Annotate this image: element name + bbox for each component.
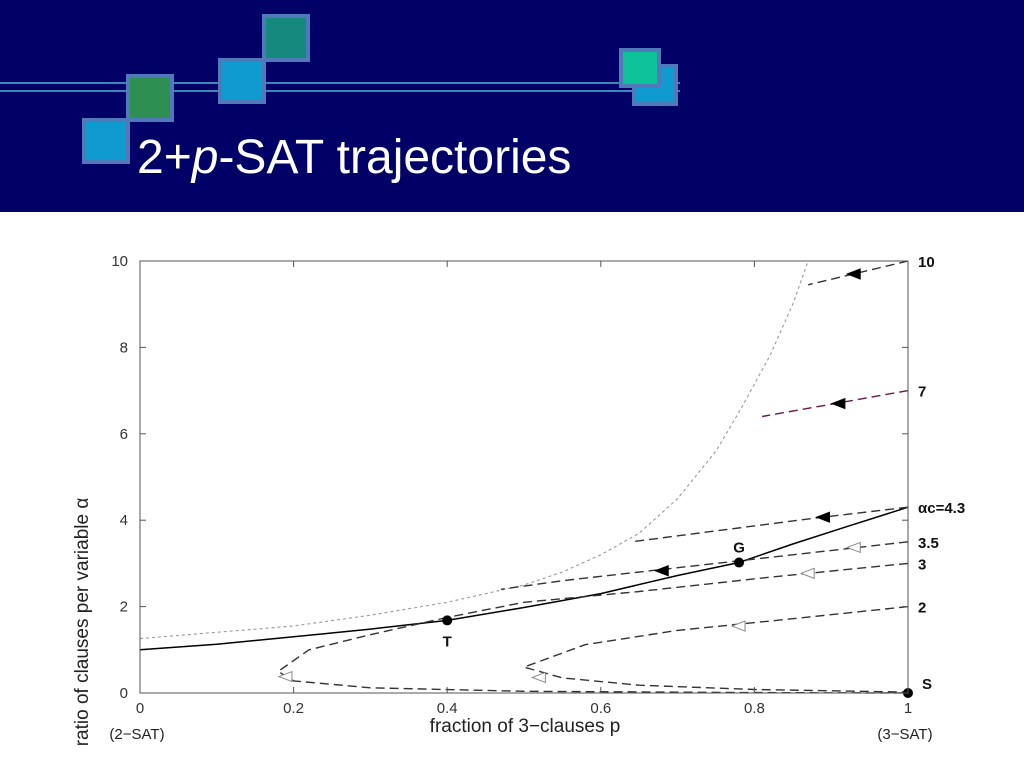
decorative-square: [126, 74, 174, 122]
y-tick-label: 6: [120, 426, 128, 443]
point-label: S: [922, 676, 932, 693]
header-divider-line: [0, 90, 680, 92]
series-line-dashed: [521, 605, 909, 693]
decorative-square: [218, 58, 266, 104]
point-marker: [442, 615, 453, 626]
series-line-dotted: [139, 260, 809, 640]
point-label: T: [443, 633, 452, 650]
slide-header: 2+p-SAT trajectories: [0, 0, 1024, 212]
label-layer: 10 7 αc=4.3 3.5 3 2: [918, 254, 965, 617]
series-line-solid: [139, 506, 909, 651]
decorative-square: [619, 48, 661, 88]
series-line-dashed: [500, 541, 909, 590]
arrowhead-open: [730, 620, 746, 632]
arrowhead-open: [530, 671, 546, 684]
plot-frame: [139, 260, 909, 694]
x-tick-label: 0.2: [283, 700, 304, 717]
arrowhead-filled: [845, 268, 861, 280]
y-tick-label: 0: [120, 685, 128, 702]
x-tick-label: 1: [904, 700, 912, 717]
series-layer: [139, 260, 909, 694]
x-tick-label: 0.4: [437, 700, 458, 717]
series-line-dashed: [631, 506, 909, 543]
curve-label: 3: [918, 556, 926, 573]
y-tick-label: 8: [120, 339, 128, 356]
x-tick-label: 0: [136, 700, 144, 717]
arrow-layer: [277, 268, 861, 684]
arrowhead-open: [799, 567, 815, 580]
title-prefix: 2+: [137, 131, 192, 184]
arrowhead-open: [277, 670, 293, 683]
curve-label: 2: [918, 600, 926, 617]
series-line-dashed: [276, 616, 909, 694]
x-tick-label: 0.8: [744, 700, 765, 717]
curve-label: 7: [918, 384, 926, 401]
title-variable: p: [191, 131, 219, 184]
y-tick-label: 2: [120, 599, 128, 616]
curve-label: 3.5: [918, 535, 939, 552]
decorative-square: [82, 118, 130, 164]
decorative-square: [262, 14, 310, 62]
point-label: G: [733, 540, 745, 557]
slide-title: 2+p-SAT trajectories: [137, 130, 571, 185]
arrowhead-open: [845, 541, 861, 554]
arrowhead-filled: [653, 565, 669, 577]
series-line-dashed: [447, 562, 909, 619]
arrowhead-filled: [815, 511, 831, 523]
x-end-label-left: (2−SAT): [109, 726, 164, 743]
curve-label: αc=4.3: [918, 500, 965, 517]
arrowhead-filled: [830, 397, 846, 410]
y-tick-label: 4: [120, 512, 128, 529]
x-end-label-right: (3−SAT): [877, 726, 932, 743]
curve-label: 10: [918, 254, 935, 271]
header-divider-line: [0, 82, 680, 84]
x-axis-title: fraction of 3−clauses p: [430, 716, 621, 737]
x-tick-label: 0.6: [590, 700, 611, 717]
series-line-dashed: [808, 260, 909, 286]
y-axis-title: ratio of clauses per variable α: [72, 498, 93, 747]
y-tick-label: 10: [111, 253, 128, 270]
marker-layer: T G S: [442, 540, 932, 698]
point-marker: [734, 557, 745, 568]
title-suffix: -SAT trajectories: [218, 131, 572, 184]
